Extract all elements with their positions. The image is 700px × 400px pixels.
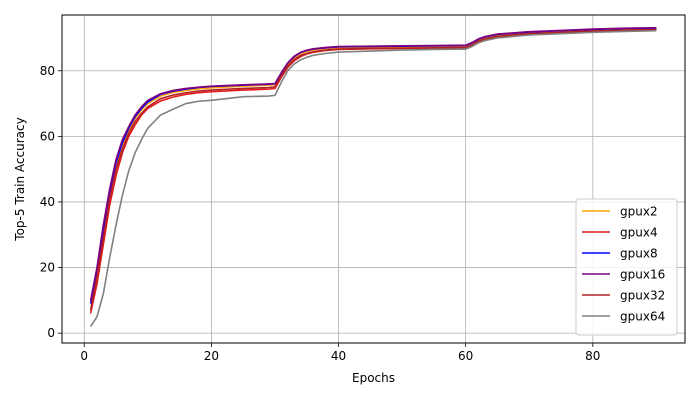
- series-lines: [89, 26, 657, 328]
- axis-ticks: 0 20 40 60 80 0 20 40 60 80: [40, 64, 601, 363]
- y-tick-label: 0: [47, 326, 55, 340]
- y-tick-label: 60: [40, 129, 55, 143]
- legend-label-gpux8: gpux8: [620, 247, 658, 261]
- series-line-gpux16: [89, 26, 657, 301]
- legend-label-gpux32: gpux32: [620, 289, 665, 303]
- y-tick-label: 80: [40, 64, 55, 78]
- y-axis-title: Top-5 Train Accuracy: [13, 117, 27, 241]
- legend-label-gpux16: gpux16: [620, 268, 665, 282]
- legend-box: [575, 198, 678, 336]
- x-tick-label: 80: [585, 349, 600, 363]
- series-line-gpux32: [89, 28, 657, 311]
- legend-label-gpux4: gpux4: [620, 226, 658, 240]
- x-tick-label: 20: [204, 349, 219, 363]
- legend: gpux2 gpux4 gpux8 gpux16 gpux32 gpux64: [575, 198, 678, 336]
- legend-label-gpux64: gpux64: [620, 310, 665, 324]
- x-tick-label: 60: [458, 349, 473, 363]
- y-tick-label: 20: [40, 261, 55, 275]
- x-axis-title: Epochs: [352, 371, 395, 385]
- plot-frame: [61, 14, 686, 344]
- x-tick-label: 40: [331, 349, 346, 363]
- legend-label-gpux2: gpux2: [620, 205, 658, 219]
- x-tick-label: 0: [80, 349, 88, 363]
- y-tick-label: 40: [40, 195, 55, 209]
- series-line-gpux64: [89, 29, 657, 328]
